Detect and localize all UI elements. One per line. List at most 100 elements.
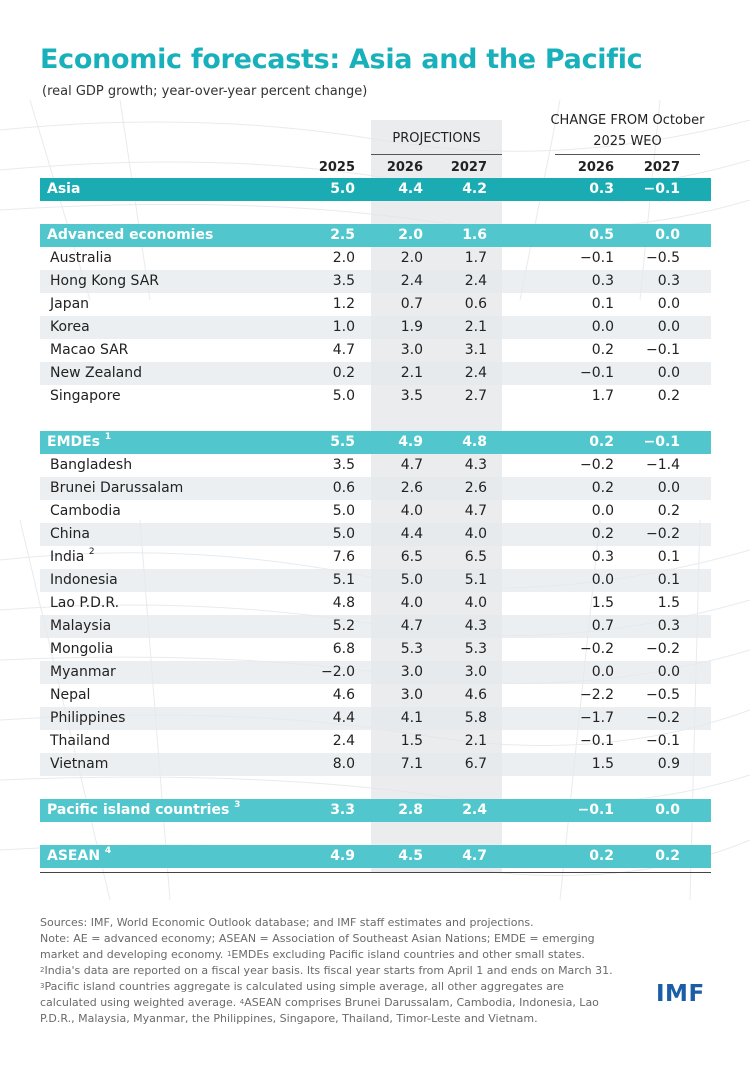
table-cell: 5.0 [332,388,355,404]
row-label-text: Cambodia [50,503,121,519]
subtitle: (real GDP growth; year-over-year percent… [42,84,368,99]
row-label-text: Brunei Darussalam [50,480,184,496]
row-label: Japan [50,296,89,312]
row-spacer [40,408,711,431]
table-cell: 5.0 [400,572,423,588]
footnote-2: India's data are reported on a fiscal ye… [44,964,613,977]
table-cell: 0.2 [655,848,680,864]
table-cell: 5.2 [332,618,355,634]
change-header-line2: 2025 WEO [593,134,662,149]
row-label-text: Pacific island countries [47,802,230,818]
table-row: Cambodia 5.0 4.0 4.7 0.0 0.2 [40,500,711,523]
table-cell: 4.6 [464,687,487,703]
sources-note: Sources: IMF, World Economic Outlook dat… [40,916,534,929]
table-cell: 0.2 [589,434,614,450]
table-cell: 0.3 [591,549,614,565]
aggregate-row: ASEAN 4 4.9 4.5 4.7 0.2 0.2 [40,845,711,868]
table-cell: 1.9 [400,319,423,335]
table-cell: 0.2 [591,480,614,496]
table-cell: 5.1 [332,572,355,588]
table-cell: −0.5 [646,687,680,703]
row-label: Singapore [50,388,121,404]
row-label: Vietnam [50,756,108,772]
table-cell: 7.1 [400,756,423,772]
row-label-text: China [50,526,90,542]
table-cell: 1.5 [591,756,614,772]
table-cell: 0.2 [657,503,680,519]
row-label-text: Thailand [50,733,111,749]
footnote-marker: 4 [104,846,112,856]
table-cell: 2.4 [462,802,487,818]
column-header-2027-change: 2027 [643,160,680,175]
table-cell: 0.1 [657,572,680,588]
table-cell: 0.0 [657,480,680,496]
table-cell: 0.6 [464,296,487,312]
table-cell: −0.2 [646,710,680,726]
table-bottom-rule [40,872,711,873]
table-cell: 4.3 [464,618,487,634]
table-cell: −2.2 [580,687,614,703]
table-cell: 2.6 [400,480,423,496]
table-cell: 4.7 [462,848,487,864]
table-cell: −1.7 [580,710,614,726]
aggregate-row: Advanced economies 2.5 2.0 1.6 0.5 0.0 [40,224,711,247]
row-label-text: Lao P.D.R. [50,595,120,611]
row-spacer [40,776,711,799]
table-cell: 0.2 [657,388,680,404]
table-cell: 1.6 [462,227,487,243]
table-row: Mongolia 6.8 5.3 5.3 −0.2 −0.2 [40,638,711,661]
footnote-marker: 3 [234,800,241,810]
table-cell: 0.5 [589,227,614,243]
table-cell: −2.0 [321,664,355,680]
footnote-3: Pacific island countries aggregate is ca… [40,980,564,1009]
table-cell: 4.6 [332,687,355,703]
table-cell: 0.2 [591,342,614,358]
footnote-marker: 1 [104,432,112,442]
row-label: Malaysia [50,618,111,634]
table-cell: 1.5 [591,595,614,611]
table-cell: 2.5 [330,227,355,243]
row-label: Nepal [50,687,90,703]
table-cell: −0.2 [646,526,680,542]
table-cell: 2.7 [464,388,487,404]
table-row: Macao SAR 4.7 3.0 3.1 0.2 −0.1 [40,339,711,362]
table-cell: 3.0 [464,664,487,680]
table-row: Singapore 5.0 3.5 2.7 1.7 0.2 [40,385,711,408]
table-row: Korea 1.0 1.9 2.1 0.0 0.0 [40,316,711,339]
table-cell: 3.5 [400,388,423,404]
table-row: Australia 2.0 2.0 1.7 −0.1 −0.5 [40,247,711,270]
table-cell: 4.0 [464,526,487,542]
table-cell: 4.7 [400,457,423,473]
row-label-text: Nepal [50,687,91,703]
table-cell: 4.5 [398,848,423,864]
table-row: Lao P.D.R. 4.8 4.0 4.0 1.5 1.5 [40,592,711,615]
table-cell: 3.1 [464,342,487,358]
aggregate-row: Asia 5.0 4.4 4.2 0.3 −0.1 [40,178,711,201]
table-cell: 5.8 [464,710,487,726]
table-cell: −0.2 [646,641,680,657]
table-cell: 4.7 [464,503,487,519]
row-label: Myanmar [50,664,116,680]
table-row: New Zealand 0.2 2.1 2.4 −0.1 0.0 [40,362,711,385]
row-label-text: Singapore [50,388,121,404]
table-cell: −0.1 [580,365,614,381]
row-label: Bangladesh [50,457,132,473]
projections-header: PROJECTIONS [392,131,481,146]
row-spacer [40,201,711,224]
footnote-1: EMDEs excluding Pacific island countries… [231,948,585,961]
row-label-text: Japan [50,296,90,312]
table-cell: 2.0 [398,227,423,243]
table-cell: 0.3 [589,181,614,197]
table-row: Philippines 4.4 4.1 5.8 −1.7 −0.2 [40,707,711,730]
table-cell: 3.5 [332,457,355,473]
table-cell: −0.5 [646,250,680,266]
row-label: New Zealand [50,365,142,381]
table-cell: 6.7 [464,756,487,772]
table-cell: 2.0 [400,250,423,266]
table-cell: 5.1 [464,572,487,588]
table-cell: −0.1 [646,342,680,358]
row-label-text: Myanmar [50,664,116,680]
change-header-line1: CHANGE FROM October [550,113,705,128]
table-cell: 4.3 [464,457,487,473]
column-header-2026-change: 2026 [577,160,614,175]
